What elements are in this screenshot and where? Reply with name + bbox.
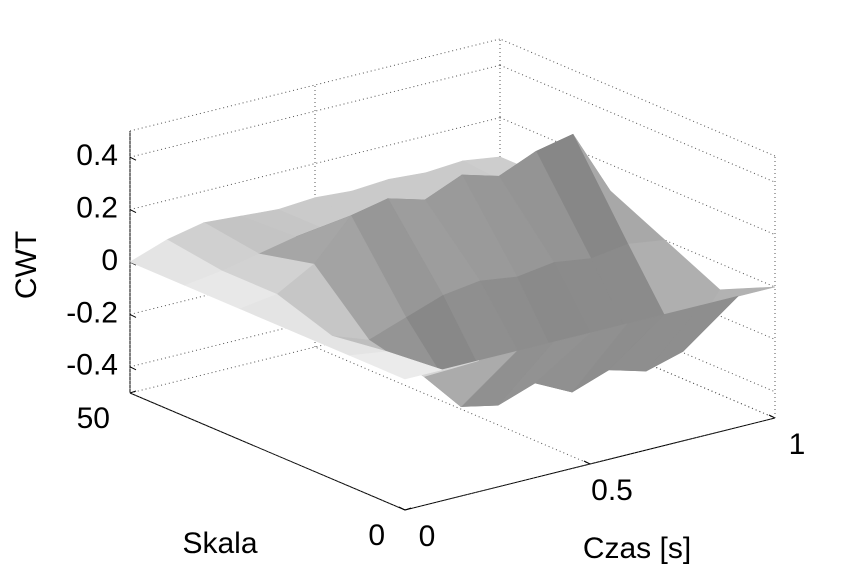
x-tick-label: 1	[789, 428, 806, 461]
x-tick-label: 0	[419, 520, 436, 553]
x-tick-label: 0.5	[591, 474, 633, 507]
tick-mark	[129, 209, 137, 214]
tick-mark	[129, 156, 137, 161]
tick-mark	[129, 366, 137, 371]
z-tick-label: 0.2	[76, 192, 118, 225]
tick-mark	[398, 506, 406, 511]
axis-line	[129, 392, 406, 511]
z-tick-label: 0	[101, 244, 118, 277]
y-tick-label: 50	[77, 402, 110, 435]
tick-mark	[404, 507, 412, 511]
grid-line	[129, 64, 501, 158]
surface-patch	[348, 351, 444, 380]
tick-mark	[129, 390, 137, 394]
z-axis-label: CWT	[10, 231, 43, 299]
y-axis-label: Skala	[182, 527, 257, 560]
z-tick-label: -0.4	[66, 349, 118, 382]
x-axis-label: Czas [s]	[583, 532, 691, 565]
axis-line	[129, 38, 501, 132]
z-tick-label: 0.4	[76, 139, 118, 172]
axis-line	[499, 38, 776, 157]
y-tick-label: 0	[368, 519, 385, 552]
z-tick-label: -0.2	[66, 296, 118, 329]
tick-mark	[583, 460, 591, 465]
tick-mark	[129, 313, 137, 318]
tick-mark	[768, 414, 776, 419]
